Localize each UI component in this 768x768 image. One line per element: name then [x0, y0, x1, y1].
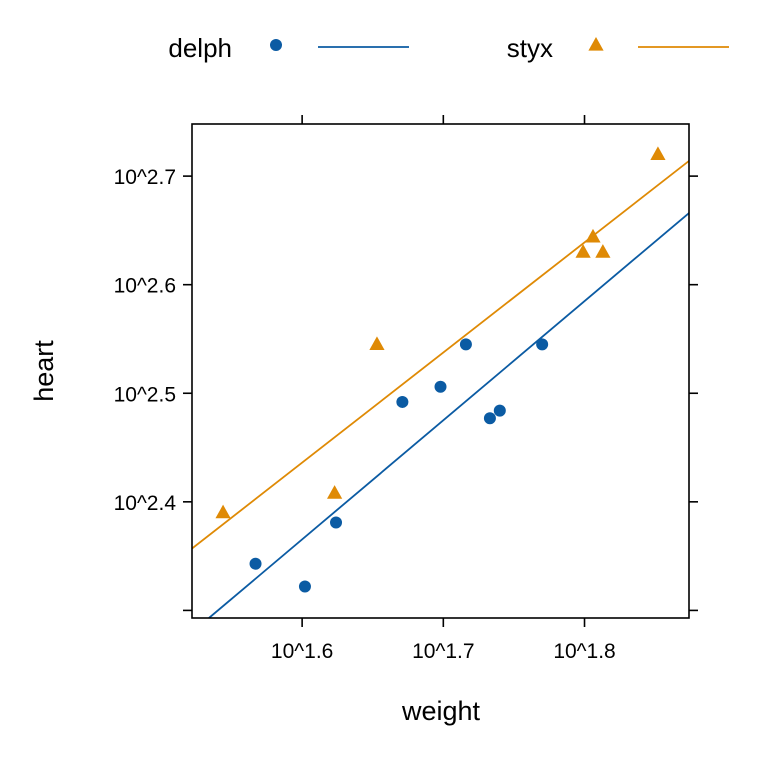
- y-tick-label: 10^2.7: [114, 166, 176, 189]
- point-delph: [396, 395, 409, 408]
- data-points: [215, 146, 666, 593]
- y-axis-title: heart: [29, 340, 59, 402]
- point-delph: [483, 412, 496, 425]
- point-delph: [330, 516, 343, 529]
- point-delph: [459, 338, 472, 351]
- point-delph: [536, 338, 549, 351]
- legend-marker-styx: [588, 37, 604, 51]
- fit-line-styx: [192, 160, 689, 550]
- x-tick-label: 10^1.8: [553, 640, 615, 663]
- point-styx: [585, 228, 601, 243]
- fit-lines: [192, 160, 689, 618]
- point-delph: [298, 580, 311, 593]
- x-axis: 10^1.6 10^1.7 10^1.8: [271, 115, 616, 663]
- y-tick-label: 10^2.4: [114, 492, 177, 515]
- legend-label-styx: styx: [507, 33, 553, 63]
- y-axis: 10^2.4 10^2.5 10^2.6 10^2.7: [114, 166, 698, 612]
- point-delph: [493, 404, 506, 417]
- y-tick-label: 10^2.6: [114, 275, 176, 298]
- point-styx: [650, 146, 666, 160]
- point-styx: [369, 336, 385, 350]
- point-styx: [575, 244, 591, 258]
- y-tick-label: 10^2.5: [114, 383, 176, 406]
- point-styx: [215, 504, 231, 519]
- x-tick-label: 10^1.7: [412, 640, 474, 663]
- x-tick-label: 10^1.6: [271, 640, 333, 663]
- legend: delph styx: [168, 33, 729, 63]
- plot-area-frame: [191, 123, 690, 619]
- point-delph: [249, 557, 262, 570]
- point-styx: [327, 485, 343, 499]
- legend-marker-delph: [270, 39, 282, 51]
- x-axis-title: weight: [401, 696, 481, 726]
- point-styx: [595, 244, 611, 258]
- point-delph: [434, 380, 447, 393]
- fit-line-delph: [208, 212, 689, 618]
- legend-label-delph: delph: [168, 33, 232, 63]
